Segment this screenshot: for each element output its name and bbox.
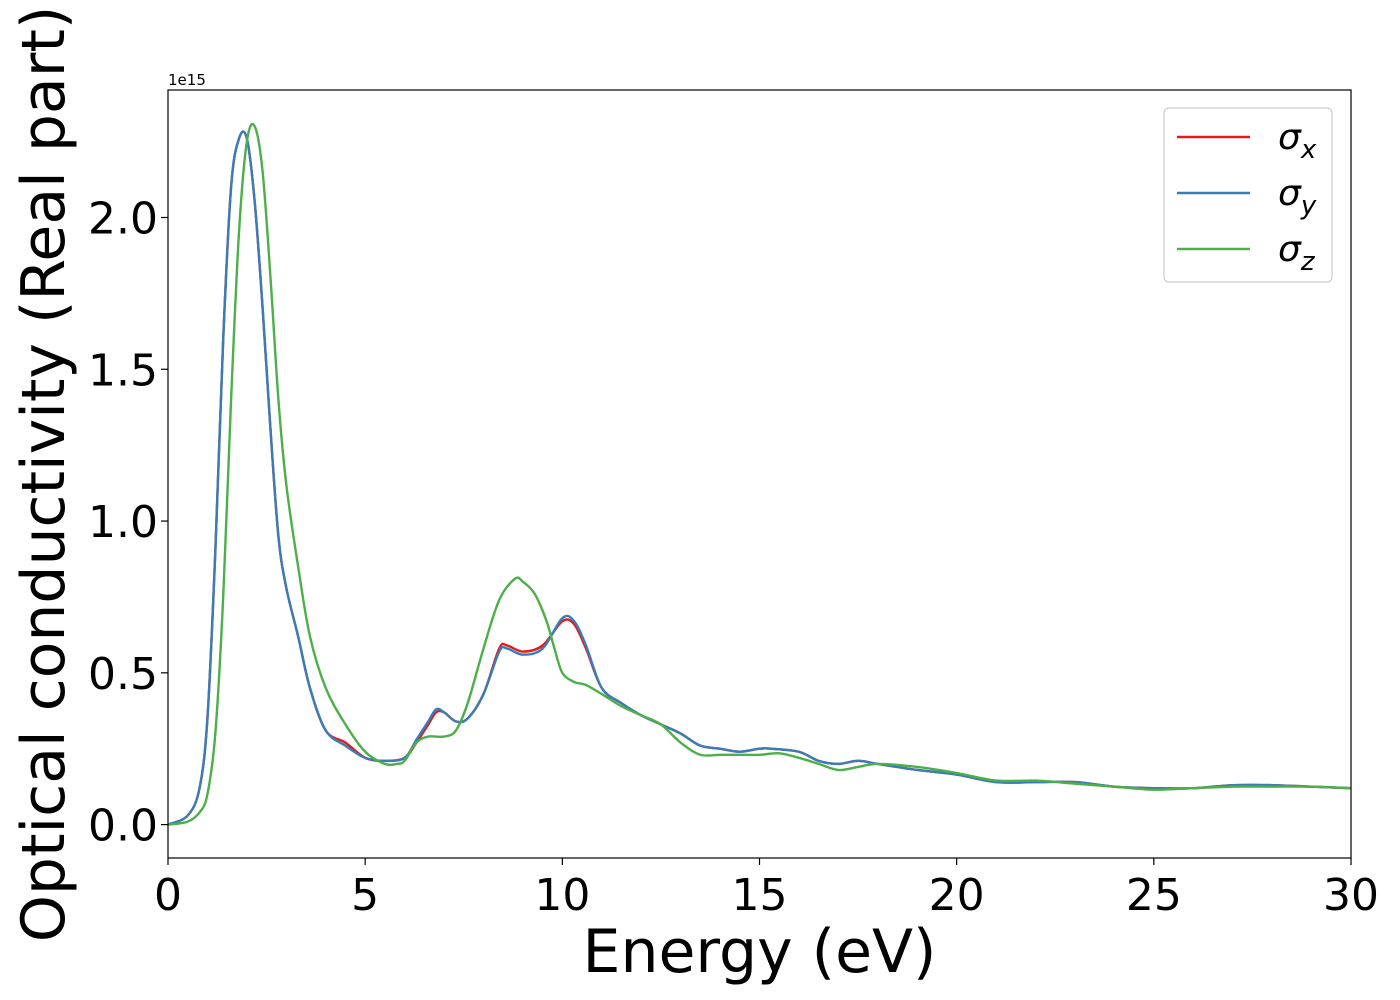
x-tick-label: 30 [1323,870,1379,921]
y-tick-label: 0.5 [88,649,158,700]
x-tick-label: 10 [534,870,590,921]
x-axis-label: Energy (eV) [583,917,937,987]
y-offset-text: 1e15 [168,71,206,89]
x-tick-label: 20 [929,870,985,921]
y-tick-label: 2.0 [88,193,158,244]
x-tick-label: 15 [732,870,788,921]
legend-label-y: σy [1278,173,1317,221]
legend-box [1163,107,1333,283]
y-tick-label: 0.0 [88,801,158,852]
y-axis-label: Optical conductivity (Real part) [9,6,79,943]
legend-label-z: σz [1278,229,1316,277]
series-line-z [168,122,1351,826]
y-axis: 0.0 0.5 1.0 1.5 2.0 [88,193,168,852]
x-tick-label: 5 [351,870,379,921]
x-axis: 0 5 10 15 20 25 30 [154,858,1379,921]
x-tick-label: 25 [1126,870,1182,921]
series-layer [168,122,1351,826]
x-tick-label: 0 [154,870,182,921]
y-tick-label: 1.0 [88,497,158,548]
y-tick-label: 1.5 [88,345,158,396]
legend-label-x: σx [1278,117,1317,165]
series-line-y [168,130,1351,826]
legend: σx σy σz [1163,107,1333,283]
